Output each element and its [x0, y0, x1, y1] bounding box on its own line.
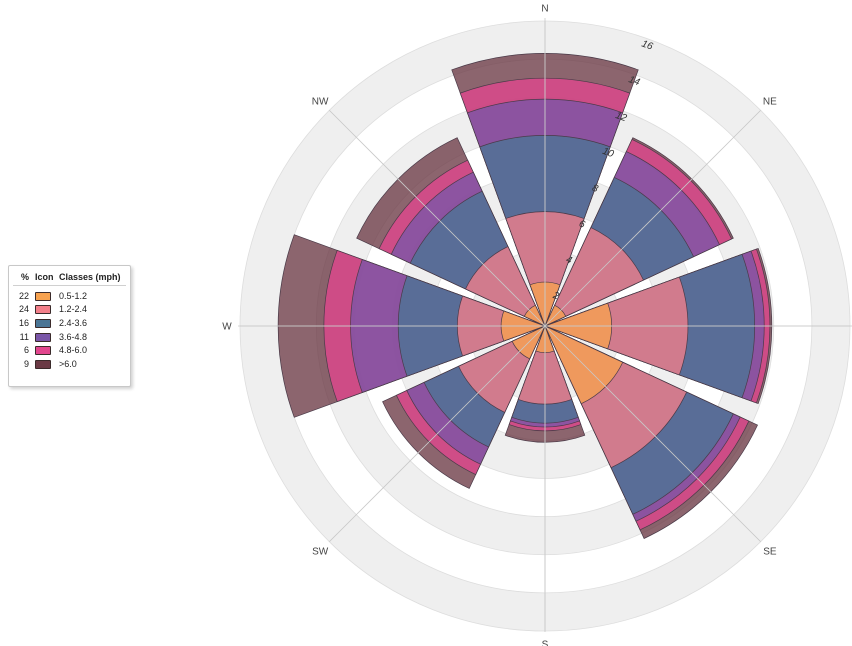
- compass-label-sw: SW: [312, 546, 329, 557]
- legend-header-classes: Classes (mph): [59, 271, 121, 282]
- legend-row: 11 3.6-4.8: [13, 330, 126, 344]
- radial-tick-label: 4: [564, 254, 573, 266]
- legend-row: 9 >6.0: [13, 357, 126, 371]
- compass-axis-line: [329, 325, 546, 542]
- legend-class-label: >6.0: [59, 358, 77, 369]
- legend-percent: 24: [18, 304, 29, 315]
- legend-swatch-icon: [35, 291, 51, 301]
- radial-tick-label: 2: [550, 290, 560, 303]
- radial-tick-label: 14: [627, 74, 642, 88]
- compass-label-n: N: [541, 4, 548, 15]
- legend-row: 6 4.8-6.0: [13, 343, 126, 357]
- legend-row: 16 2.4-3.6: [13, 316, 126, 330]
- legend-row: 24 1.2-2.4: [13, 303, 126, 317]
- legend-percent: 16: [18, 317, 29, 328]
- legend-header-icon: Icon: [35, 271, 54, 282]
- legend-divider: [13, 285, 126, 286]
- chart-labels: N NE SE S SW W NW 2 4 6 8 10 12 14 16: [222, 4, 777, 646]
- compass-label-nw: NW: [312, 97, 329, 108]
- compass-axis-line: [544, 110, 761, 327]
- radial-tick-label: 8: [590, 183, 599, 195]
- legend-class-label: 2.4-3.6: [59, 317, 88, 328]
- legend-swatch-icon: [35, 346, 51, 356]
- legend-class-label: 0.5-1.2: [59, 290, 88, 301]
- legend-swatch-icon: [35, 305, 51, 315]
- legend-header: % Icon Classes (mph): [13, 270, 126, 283]
- compass-axes: [238, 18, 852, 632]
- legend-rows: 22 0.5-1.2 24 1.2-2.4 16 2.4-3.6 11 3.6-4.8 6 4.8…: [13, 289, 126, 371]
- compass-label-s: S: [542, 640, 549, 646]
- legend-class-label: 4.8-6.0: [59, 345, 88, 356]
- legend-percent: 6: [23, 345, 29, 356]
- legend-percent: 22: [18, 290, 29, 301]
- compass-label-ne: NE: [763, 97, 777, 108]
- legend-percent: 11: [19, 331, 29, 342]
- compass-axis-line: [544, 325, 761, 542]
- radial-tick-label: 12: [614, 110, 629, 124]
- compass-label-se: SE: [763, 546, 777, 557]
- legend-swatch-icon: [35, 319, 51, 329]
- radial-tick-label: 16: [640, 38, 655, 52]
- legend-percent: 9: [23, 358, 29, 369]
- compass-axis-line: [329, 110, 546, 327]
- legend-class-label: 1.2-2.4: [59, 304, 88, 315]
- radial-tick-label: 10: [601, 146, 616, 160]
- compass-label-w: W: [222, 322, 232, 333]
- legend-class-label: 3.6-4.8: [59, 331, 88, 342]
- radial-tick-label: 6: [577, 219, 586, 231]
- legend-row: 22 0.5-1.2: [13, 289, 126, 303]
- legend-swatch-icon: [35, 332, 51, 342]
- legend: % Icon Classes (mph) 22 0.5-1.2 24 1.2-2.4 1…: [8, 265, 131, 387]
- legend-swatch-icon: [35, 359, 51, 369]
- legend-header-percent: %: [20, 271, 29, 282]
